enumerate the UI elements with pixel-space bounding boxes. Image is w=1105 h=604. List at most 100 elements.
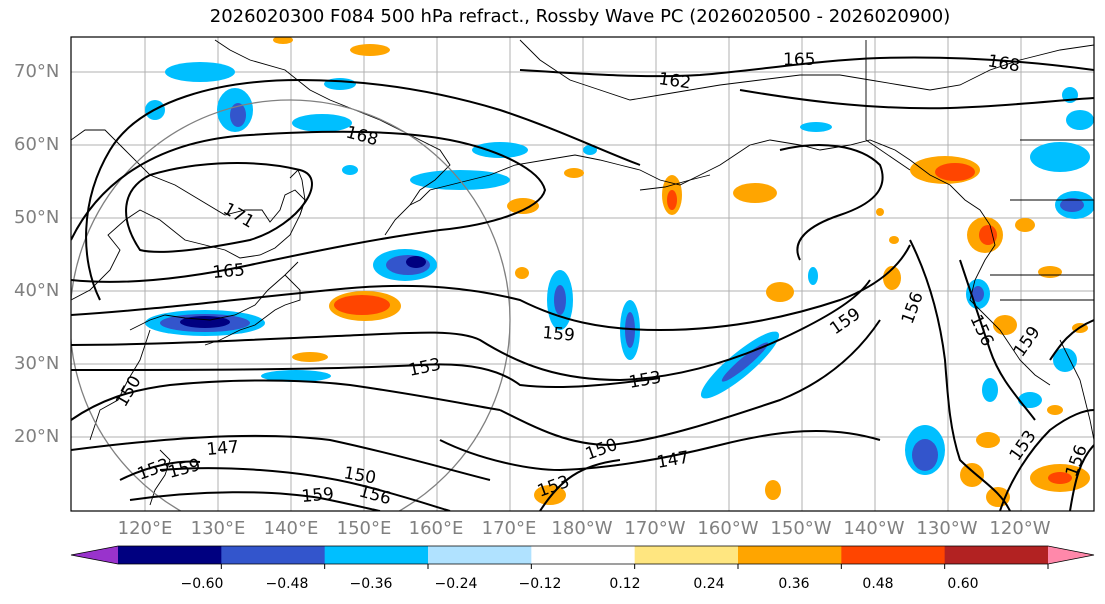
pos-patch (1047, 405, 1063, 415)
contour-label: 153 (135, 455, 172, 485)
lat-label: 70°N (14, 61, 60, 82)
contour-line (519, 56, 1094, 78)
refractivity-contours (71, 56, 1094, 511)
neg-patch (1018, 392, 1042, 408)
neg-patch (982, 378, 998, 402)
pos-patch (979, 225, 997, 245)
neg-patch (165, 62, 235, 82)
contour-line (71, 279, 871, 382)
contour-label: 156 (357, 482, 394, 510)
contour-line (71, 379, 501, 421)
contour-label: 159 (166, 455, 203, 483)
contour-line (85, 78, 641, 301)
contour-line (1049, 319, 1094, 361)
lon-label: 150°E (336, 518, 392, 539)
pos-patch (935, 163, 975, 181)
pos-patch (1038, 266, 1062, 278)
neg-patch (342, 165, 358, 175)
pos-patch (889, 236, 899, 244)
contour-line (999, 409, 1094, 511)
lat-label: 30°N (14, 353, 60, 374)
contour-line (439, 429, 881, 472)
neg-patch (1060, 198, 1084, 212)
pos-patch (564, 168, 584, 178)
contour-label: 159 (826, 304, 864, 339)
lon-label: 140°W (843, 518, 905, 539)
colorbar-tick-label: −0.48 (265, 576, 309, 592)
contour-line (119, 460, 201, 481)
contour-line (739, 89, 1094, 110)
contour-label: 156 (965, 312, 997, 350)
colorbar-bin (738, 546, 842, 564)
contour-label: 165 (212, 260, 246, 283)
contour-label: 153 (627, 368, 662, 393)
colorbar-extension-high (1048, 546, 1094, 564)
lon-label: 130°E (190, 518, 246, 539)
contour-line (779, 144, 884, 261)
pos-patch (273, 37, 293, 44)
colorbar-tick-label: 0.24 (693, 576, 725, 592)
lon-label: 170°W (624, 518, 686, 539)
contour-line (959, 259, 1036, 421)
colorbar-bin (841, 546, 946, 564)
reference-circle (71, 99, 511, 511)
neg-patch (554, 285, 566, 315)
neg-patch (972, 286, 984, 302)
colorbar-bin (944, 546, 1049, 564)
contour-label: 168 (344, 123, 381, 151)
lat-label: 20°N (14, 426, 60, 447)
lat-label: 60°N (14, 134, 60, 155)
contour-label: 147 (655, 448, 690, 473)
neg-patch (406, 256, 426, 268)
contour-label: 168 (986, 51, 1021, 76)
map-frame (70, 36, 1095, 512)
pos-patch (765, 480, 781, 500)
neg-patch (808, 267, 818, 285)
contour-label: 156 (898, 289, 928, 326)
map-title: 2026020300 F084 500 hPa refract., Rossby… (209, 6, 951, 27)
pos-patch (334, 295, 390, 315)
contour-line (125, 162, 313, 253)
contour-line (539, 459, 621, 511)
contour-label: 171 (220, 199, 258, 233)
neg-patch (261, 370, 331, 382)
contour-label: 162 (657, 69, 692, 93)
pos-patch (993, 315, 1017, 335)
colorbar-bin (531, 546, 636, 564)
neg-patch (583, 145, 597, 155)
pos-patch (292, 352, 328, 362)
neg-patch (800, 122, 832, 132)
neg-patch (1030, 142, 1090, 172)
pos-patch (667, 190, 677, 210)
colorbar-bin (221, 546, 326, 564)
lon-label: 120°W (989, 518, 1051, 539)
colorbar-bin (428, 546, 532, 564)
contour-label: 159 (301, 484, 335, 507)
colorbar-bin (324, 546, 429, 564)
contour-label: 159 (542, 323, 576, 346)
pos-patch (350, 44, 390, 56)
colorbar-tick-label: −0.12 (518, 576, 562, 592)
colorbar-tick-label: −0.36 (349, 576, 393, 592)
colorbar-tick-label: 0.36 (778, 576, 810, 592)
pos-patch (1015, 218, 1035, 232)
contour-labels: 165 162 168 168 171 165 159 153 159 156 … (112, 50, 1092, 509)
lat-label: 50°N (14, 207, 60, 228)
contour-label: 165 (783, 50, 815, 70)
lon-label: 180°W (551, 518, 613, 539)
colorbar-tick-label: 0.60 (947, 576, 979, 592)
coastlines (71, 39, 1094, 506)
contour-line (71, 130, 547, 283)
colorbar-tick-label: 0.12 (609, 576, 641, 592)
neg-patch (230, 103, 246, 127)
lon-label: 130°W (916, 518, 978, 539)
pos-patch (766, 282, 794, 302)
lon-label: 160°E (408, 518, 464, 539)
neg-patch (912, 439, 938, 471)
lon-label: 170°E (481, 518, 537, 539)
contour-label: 147 (206, 437, 240, 460)
neg-patch (292, 114, 352, 132)
contour-line (909, 239, 1011, 511)
contour-line (159, 467, 451, 511)
colorbar-tick-label: 0.48 (862, 576, 894, 592)
